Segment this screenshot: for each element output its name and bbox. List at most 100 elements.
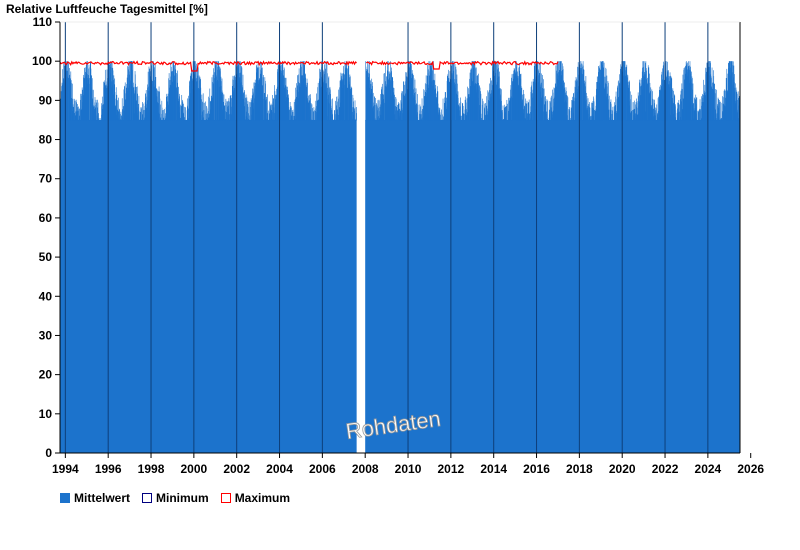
mean-bar-277	[119, 109, 120, 121]
mean-bar-1745	[442, 114, 443, 121]
mean-bar-1383	[356, 107, 357, 121]
mean-bar-2914	[692, 83, 694, 121]
mean-bar-595	[187, 106, 189, 121]
mean-bar-2757	[659, 89, 660, 121]
mean-bar-2638	[633, 109, 635, 121]
mean-bar-1181	[312, 111, 314, 121]
mean-bar-379	[141, 107, 142, 121]
mean-bar-967	[267, 94, 268, 121]
mean-bar-2465	[596, 88, 598, 121]
mean-bar-3102	[732, 61, 734, 121]
mean-bar-163	[94, 104, 96, 121]
mean-bar-537	[175, 64, 176, 121]
mean-bar-2042	[505, 106, 507, 121]
mean-bar-765	[223, 105, 225, 121]
mean-bar-465	[159, 98, 161, 121]
mean-bar-1068	[288, 109, 290, 121]
mean-bar-2169	[533, 89, 534, 121]
mean-bar-656	[200, 87, 202, 121]
mean-bar-560	[179, 104, 181, 121]
mean-bar-1283	[334, 114, 336, 121]
mean-bar-1931	[482, 98, 483, 121]
mean-bar-481	[163, 109, 164, 121]
mean-bar-2749	[657, 114, 658, 121]
mean-bar-337	[132, 61, 133, 121]
mean-bar-286	[121, 115, 122, 121]
max-line-1	[59, 60, 357, 72]
legend-swatch-mittelwert	[60, 493, 70, 503]
mean-bar-3059	[723, 90, 725, 121]
mean-bar-1306	[339, 80, 341, 121]
mean-bar-1702	[433, 61, 434, 121]
mean-bar-1300	[338, 89, 340, 121]
mean-bar-1757	[444, 92, 446, 121]
mean-bar-134	[88, 64, 90, 121]
mean-bar-2234	[547, 119, 548, 121]
mean-bar-26	[65, 78, 67, 121]
mean-bar-698	[209, 88, 211, 121]
mean-bar-2807	[669, 72, 671, 121]
mean-bar-2142	[527, 113, 528, 121]
mean-bar-1197	[316, 93, 317, 121]
mean-bar-2188	[537, 65, 538, 121]
mean-bar-236	[110, 63, 112, 121]
mean-bar-1436	[376, 103, 377, 121]
mean-bar-2690	[644, 74, 646, 121]
mean-bar-2713	[649, 82, 651, 121]
mean-bar-769	[224, 111, 226, 121]
mean-bar-500	[167, 96, 168, 121]
mean-bar-2601	[625, 67, 627, 121]
mean-bar-1204	[317, 82, 319, 121]
y-tick-label-1: 10	[39, 407, 53, 421]
mean-bar-2548	[614, 102, 615, 121]
mean-bar-1457	[380, 102, 382, 121]
mean-bar-2912	[692, 89, 693, 121]
mean-bar-3038	[719, 102, 720, 121]
mean-bar-2312	[563, 82, 565, 121]
mean-bar-2938	[697, 112, 699, 121]
mean-bar-1245	[326, 63, 328, 121]
mean-bar-1558	[402, 91, 403, 121]
mean-bar-2431	[589, 102, 590, 121]
mean-bar-49	[70, 71, 72, 121]
mean-bar-2326	[566, 115, 568, 121]
mean-bar-2880	[685, 66, 686, 121]
mean-bar-2523	[608, 95, 610, 121]
mean-bar-2568	[618, 97, 620, 121]
mean-bar-816	[234, 77, 236, 121]
mean-bar-2248	[550, 103, 551, 121]
mean-bar-1080	[291, 116, 292, 121]
mean-bar-1564	[403, 81, 405, 121]
mean-bar-3051	[722, 96, 723, 121]
mean-bar-2953	[701, 96, 702, 121]
mean-bar-978	[269, 113, 271, 121]
mean-bar-879	[248, 113, 249, 121]
mean-bar-2077	[513, 70, 515, 121]
mean-bar-1652	[422, 109, 423, 121]
mean-bar-2354	[572, 100, 574, 121]
mean-bar-1418	[372, 82, 373, 121]
mean-bar-1297	[337, 114, 339, 121]
mean-bar-1099	[295, 87, 296, 121]
mean-bar-2330	[567, 97, 569, 121]
mean-bar-2533	[611, 109, 612, 121]
mean-bar-1168	[310, 94, 311, 121]
mean-bar-787	[228, 98, 230, 121]
axes-layer	[59, 21, 741, 454]
mean-bar-1430	[374, 118, 376, 121]
mean-bar-1363	[351, 111, 353, 121]
mean-bar-757	[222, 97, 223, 121]
mean-bar-2256	[551, 112, 553, 121]
mean-bar-965	[266, 96, 268, 121]
mean-bar-3105	[733, 65, 735, 121]
y-tick-label-10: 100	[32, 54, 52, 68]
mean-bar-2907	[691, 71, 692, 121]
legend-swatch-maximum	[220, 493, 231, 503]
mean-bar-1547	[399, 110, 401, 121]
mean-bar-2332	[568, 109, 569, 121]
mean-bar-2426	[588, 118, 589, 121]
mean-bar-2140	[526, 103, 528, 121]
mean-bar-2633	[632, 110, 634, 121]
mean-bar-1713	[435, 84, 437, 121]
mean-bar-971	[267, 110, 269, 121]
